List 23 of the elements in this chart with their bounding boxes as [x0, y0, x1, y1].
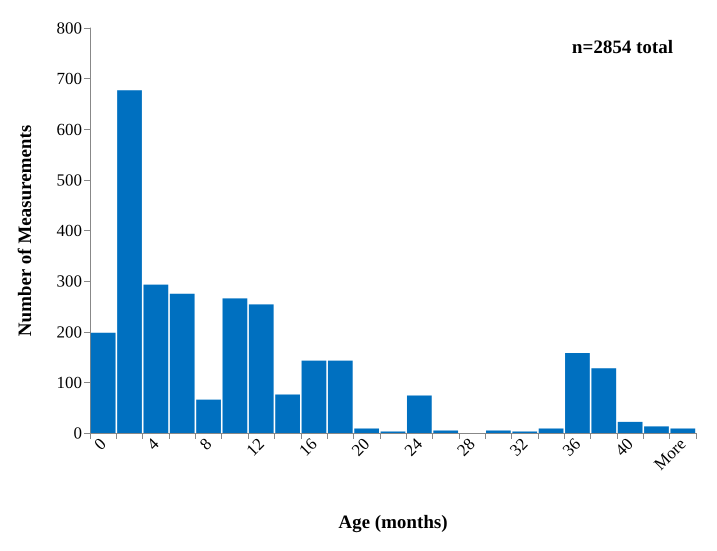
y-tick-label: 600 — [56, 120, 82, 139]
x-tick-label: 12 — [242, 434, 268, 460]
y-tick-label: 100 — [56, 372, 82, 392]
y-axis-title: Number of Measurements — [15, 124, 36, 336]
x-tick-label: 36 — [558, 434, 584, 460]
x-tick-label: 24 — [400, 434, 426, 460]
y-tick-label: 500 — [56, 170, 82, 190]
y-tick-label: 700 — [56, 69, 82, 88]
x-tick-label: 0 — [90, 434, 110, 454]
y-tick-label: 300 — [56, 272, 82, 291]
x-tick-label: 16 — [295, 434, 321, 460]
y-tick-label: 400 — [56, 221, 82, 240]
x-tick-label: 4 — [143, 434, 163, 454]
x-tick-label: 32 — [506, 434, 532, 460]
x-tick-label: 40 — [611, 434, 637, 460]
annotation: n=2854 total — [572, 37, 673, 58]
x-tick-label: 8 — [196, 434, 216, 454]
y-tick-label: 200 — [56, 322, 82, 342]
y-tick-label: 800 — [56, 18, 82, 38]
x-tick-label: 20 — [348, 434, 374, 460]
x-axis-title: Age (months) — [338, 512, 448, 533]
bar — [433, 430, 458, 433]
x-tick-label: 28 — [453, 434, 479, 460]
